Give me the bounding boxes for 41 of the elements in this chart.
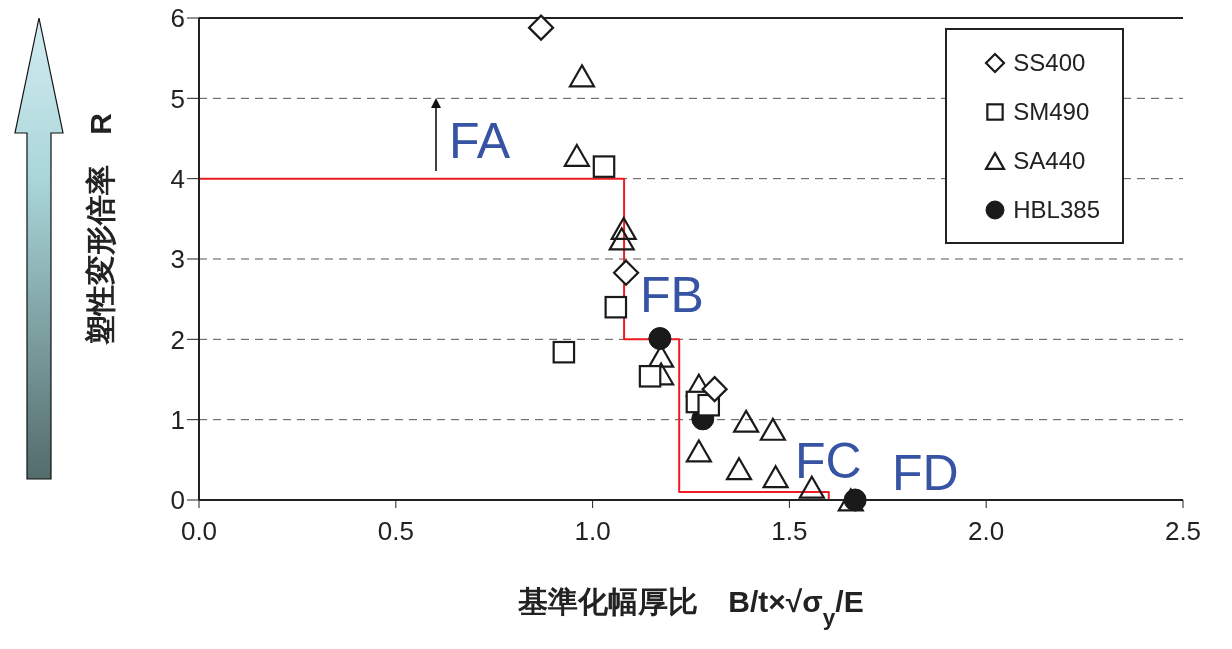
legend-label: SS400 <box>1013 48 1086 77</box>
point <box>608 227 635 251</box>
x-tick-label: 0.5 <box>377 516 414 547</box>
x-tick-label: 2.5 <box>1164 516 1202 547</box>
y-tick-label: 1 <box>170 404 185 435</box>
point <box>638 364 662 388</box>
point <box>701 376 728 403</box>
point <box>552 340 576 364</box>
annotation: FC <box>795 433 862 489</box>
x-tick-label: 0.0 <box>180 516 218 547</box>
point <box>568 64 596 88</box>
point <box>527 14 555 41</box>
point <box>610 216 637 241</box>
y-axis-title: 塑性変形倍率 R <box>83 112 117 346</box>
annotation: FA <box>449 113 511 169</box>
annotation: FB <box>640 267 704 323</box>
legend-label: HBL385 <box>1013 195 1100 224</box>
y-tick-label: 4 <box>170 163 185 194</box>
legend-label: SA440 <box>1013 146 1086 175</box>
point <box>612 259 640 286</box>
x-tick-label: 1.5 <box>771 516 808 547</box>
point <box>762 465 789 489</box>
annotation: FD <box>892 445 959 501</box>
point <box>648 327 672 351</box>
point <box>592 155 616 178</box>
point <box>563 143 590 167</box>
y-tick-label: 3 <box>170 244 185 275</box>
y-tick-label: 0 <box>170 485 185 516</box>
y-tick-label: 2 <box>170 324 185 355</box>
y-tick-label: 5 <box>170 83 185 114</box>
x-tick-label: 2.0 <box>968 516 1005 547</box>
y-tick-label: 6 <box>170 3 185 34</box>
point <box>604 295 628 319</box>
point <box>725 457 753 481</box>
legend-label: SM490 <box>1013 97 1090 126</box>
point <box>685 439 712 463</box>
point <box>759 417 786 441</box>
x-tick-label: 1.0 <box>574 516 611 547</box>
x-axis-title: 基準化幅厚比 B/t×√σ$_{y}$/E <box>517 585 864 630</box>
point <box>837 488 864 512</box>
point <box>733 409 760 433</box>
